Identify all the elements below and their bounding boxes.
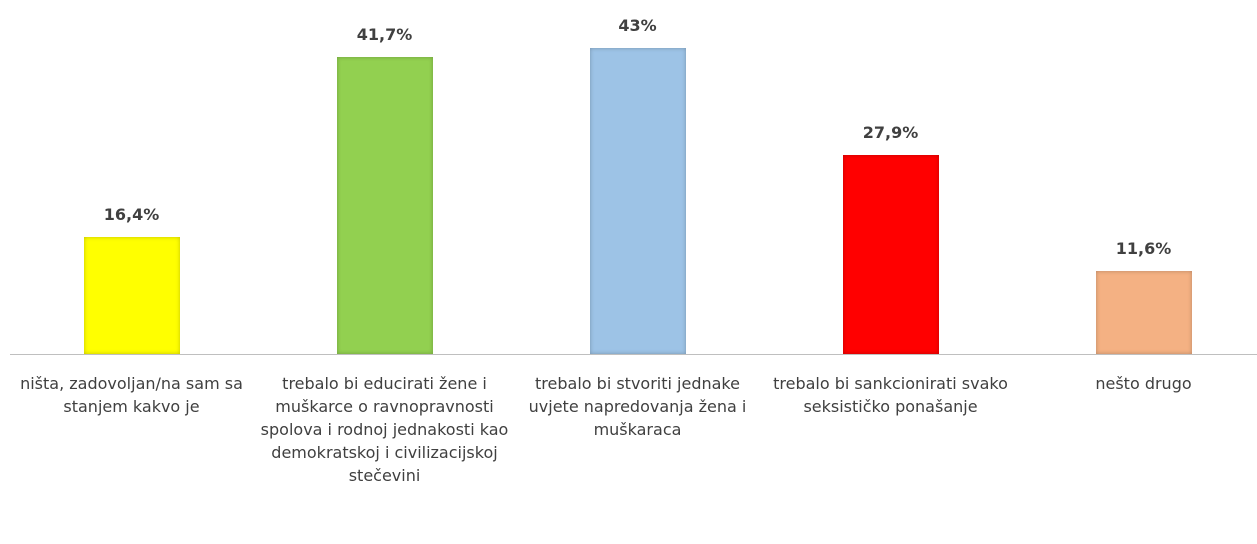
x-axis <box>10 354 1257 355</box>
bar <box>1095 271 1192 354</box>
x-tick-label: ništa, zadovoljan/na sam sa stanjem kakv… <box>20 374 243 416</box>
x-tick-label: trebalo bi educirati žene i muškarce o r… <box>260 374 509 485</box>
value-label: 41,7% <box>356 25 413 45</box>
value-label: 27,9% <box>862 123 919 143</box>
bar <box>842 155 939 354</box>
value-label: 43% <box>618 16 657 35</box>
bar <box>589 48 686 354</box>
x-tick-label: nešto drugo <box>1095 374 1192 393</box>
x-tick-label: trebalo bi sankcionirati svako seksistič… <box>773 374 1008 416</box>
bar <box>83 237 180 354</box>
value-label: 16,4% <box>103 205 160 225</box>
value-label: 11,6% <box>1115 239 1172 259</box>
x-tick-label: trebalo bi stvoriti jednake uvjete napre… <box>528 374 747 439</box>
bar <box>336 57 433 354</box>
